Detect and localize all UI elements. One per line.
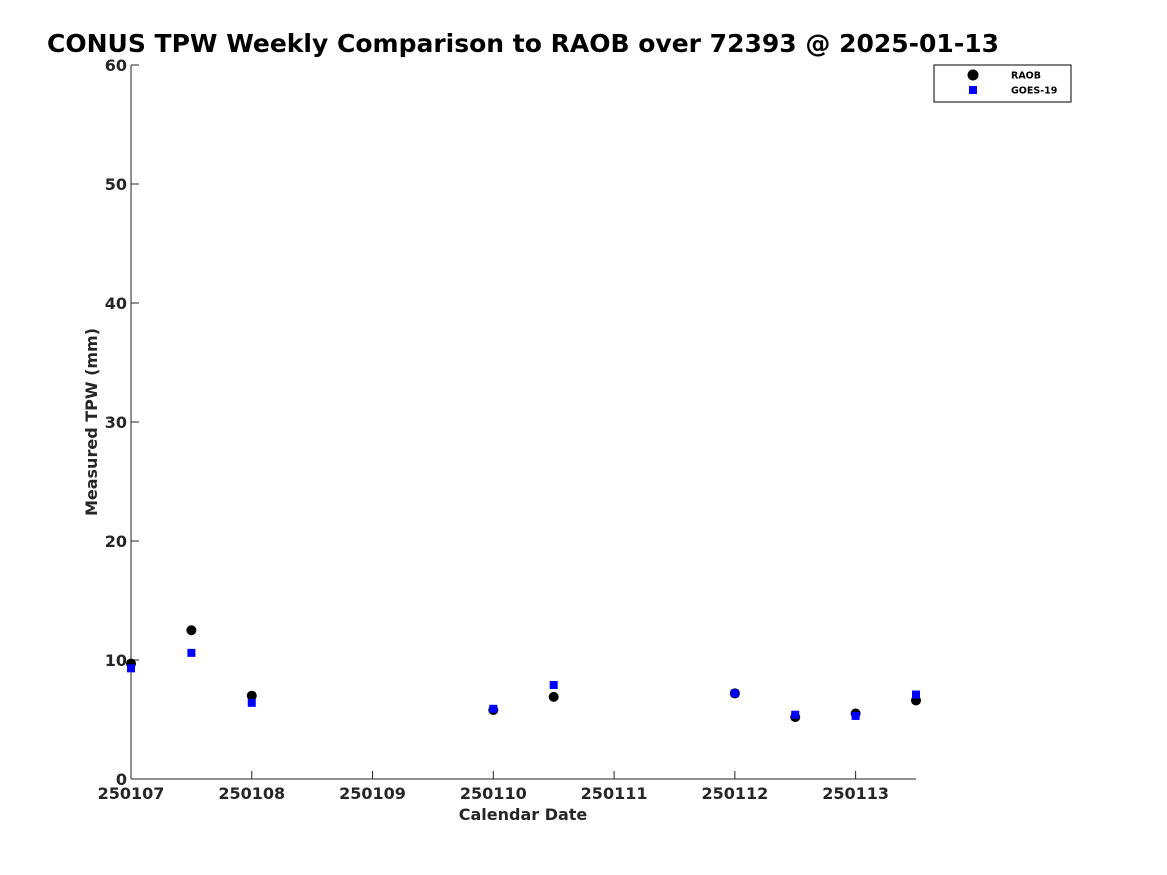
- x-axis-label: Calendar Date: [459, 805, 588, 824]
- goes-19-point: [791, 710, 800, 719]
- chart-title: CONUS TPW Weekly Comparison to RAOB over…: [47, 29, 999, 58]
- x-tick-label: 250111: [581, 784, 648, 803]
- goes-19-point: [549, 680, 558, 689]
- plot-area: 0 10 20 30 40 50 60 250107 250108 250109 250110 250…: [98, 56, 921, 803]
- raob-point: [548, 691, 559, 702]
- x-tick-label: 250113: [822, 784, 889, 803]
- y-tick-label: 10: [105, 651, 127, 670]
- goes-19-point: [912, 690, 920, 699]
- x-tick-label: 250110: [460, 784, 527, 803]
- goes-19-point: [489, 704, 498, 713]
- x-tick-label: 250107: [98, 784, 165, 803]
- y-tick-label: 20: [105, 532, 127, 551]
- raob-point: [246, 690, 257, 701]
- raob-point: [186, 625, 197, 636]
- goes-19-point: [127, 664, 135, 673]
- y-tick-label: 50: [105, 175, 127, 194]
- y-tick-label: 0: [116, 770, 127, 789]
- legend-raob-marker: [967, 69, 979, 81]
- x-tick-label: 250108: [218, 784, 285, 803]
- y-tick-label: 60: [105, 56, 127, 75]
- goes-19-point: [247, 698, 256, 707]
- y-tick-label: 40: [105, 294, 127, 313]
- legend-box: [933, 64, 1072, 103]
- legend-label: RAOB: [1011, 71, 1041, 82]
- legend: RAOB GOES-19: [933, 64, 1072, 103]
- y-tick-label: 30: [105, 413, 127, 432]
- goes-19-point: [730, 689, 739, 698]
- legend-label: GOES-19: [1011, 86, 1057, 97]
- x-tick-label: 250109: [339, 784, 406, 803]
- goes-19-point: [187, 648, 196, 657]
- goes-19-point: [851, 711, 860, 720]
- x-tick-label: 250112: [701, 784, 768, 803]
- y-axis-label: Measured TPW (mm): [82, 328, 101, 516]
- legend-goes-19-marker: [969, 86, 977, 94]
